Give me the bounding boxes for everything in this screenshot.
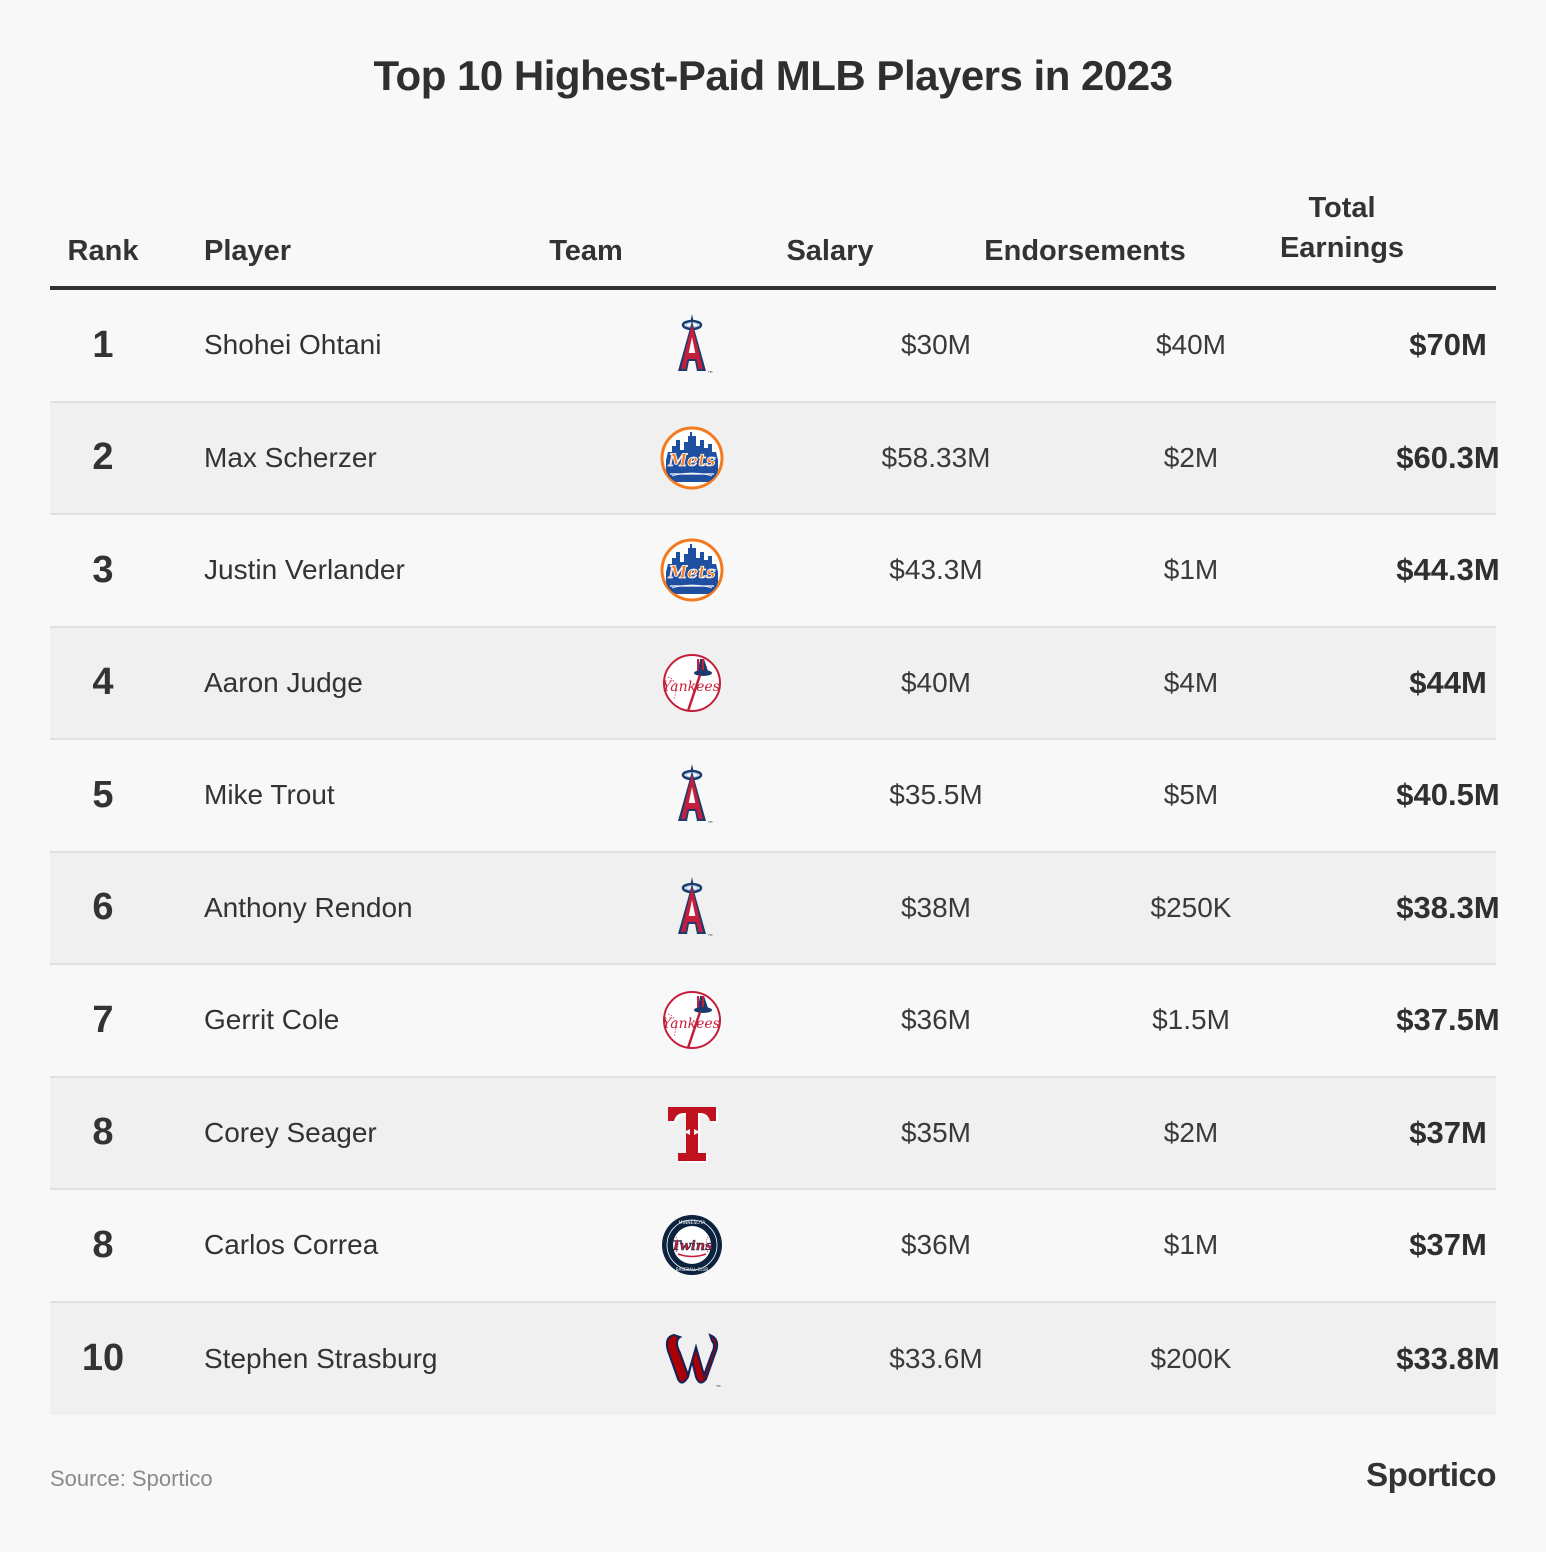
rangers-logo-icon xyxy=(660,1101,724,1165)
column-header-player: Player xyxy=(204,235,292,267)
team-cell xyxy=(586,763,798,827)
salary-cell: $43.3M xyxy=(889,554,983,586)
salary-cell: $38M xyxy=(900,891,972,923)
team-cell xyxy=(586,313,798,377)
rank-cell: 8 xyxy=(92,1223,114,1266)
team-cell xyxy=(586,1327,798,1391)
endorsements-cell: $4M xyxy=(1163,666,1219,698)
team-cell xyxy=(586,1213,798,1277)
table-row: 8 Corey Seager $35M $2M $37M xyxy=(50,1077,1496,1190)
endorsements-cell: $1M xyxy=(1163,554,1219,586)
total-earnings-cell: $44M xyxy=(1409,664,1487,700)
page-title: Top 10 Highest-Paid MLB Players in 2023 xyxy=(373,52,1173,99)
column-header-total-line1: Total xyxy=(1308,192,1376,224)
angels-logo-icon xyxy=(660,876,724,940)
salary-cell: $30M xyxy=(900,329,972,361)
total-earnings-cell: $37M xyxy=(1409,1114,1487,1150)
yankees-logo-icon xyxy=(660,988,724,1052)
player-cell: Corey Seager xyxy=(204,1116,377,1148)
team-cell xyxy=(586,1101,798,1165)
column-header-rank: Rank xyxy=(67,235,139,267)
rank-cell: 7 xyxy=(92,998,114,1041)
nationals-logo-icon xyxy=(660,1327,724,1391)
rank-cell: 4 xyxy=(92,661,114,704)
column-header-total-line2: Earnings xyxy=(1279,232,1405,264)
player-cell: Stephen Strasburg xyxy=(204,1342,438,1374)
salary-cell: $58.33M xyxy=(881,441,991,473)
total-earnings-cell: $70M xyxy=(1409,327,1487,363)
rank-cell: 5 xyxy=(92,773,114,816)
salary-cell: $36M xyxy=(900,1229,972,1261)
endorsements-cell: $1M xyxy=(1163,1229,1219,1261)
column-header-salary: Salary xyxy=(786,235,874,267)
team-cell xyxy=(586,538,798,602)
column-header-total-earnings: Total Earnings xyxy=(1232,188,1452,268)
total-earnings-cell: $37.5M xyxy=(1396,1002,1500,1038)
player-cell: Gerrit Cole xyxy=(204,1004,340,1036)
total-earnings-cell: $37M xyxy=(1409,1227,1487,1263)
player-cell: Max Scherzer xyxy=(204,441,377,473)
table-row: 3 Justin Verlander $43.3M $1M $44.3M xyxy=(50,515,1500,628)
yankees-logo-icon xyxy=(660,651,724,715)
endorsements-cell: $250K xyxy=(1150,891,1232,923)
salary-cell: $33.6M xyxy=(889,1342,983,1374)
team-cell xyxy=(586,651,798,715)
endorsements-cell: $5M xyxy=(1163,779,1219,811)
table-row: 10 Stephen Strasburg $33.6M $200K $33.8M xyxy=(50,1302,1500,1415)
player-cell: Shohei Ohtani xyxy=(204,329,382,361)
rank-cell: 1 xyxy=(92,323,114,366)
mets-logo-icon xyxy=(660,538,724,602)
total-earnings-cell: $60.3M xyxy=(1396,439,1500,475)
table-row: 2 Max Scherzer $58.33M $2M $60.3M xyxy=(50,402,1500,515)
rank-cell: 3 xyxy=(92,548,114,591)
team-cell xyxy=(586,876,798,940)
source-note: Source: Sportico xyxy=(50,1466,213,1491)
rank-cell: 2 xyxy=(92,436,114,479)
total-earnings-cell: $40.5M xyxy=(1396,777,1500,813)
table-row: 7 Gerrit Cole $36M $1.5M $37.5M xyxy=(50,965,1500,1078)
player-cell: Carlos Correa xyxy=(204,1229,379,1261)
team-cell xyxy=(586,426,798,490)
angels-logo-icon xyxy=(660,763,724,827)
twins-logo-icon xyxy=(660,1213,724,1277)
rank-cell: 8 xyxy=(92,1111,114,1154)
table-row: 8 Carlos Correa $36M $1M $37M xyxy=(50,1190,1496,1303)
player-cell: Mike Trout xyxy=(204,779,335,811)
total-earnings-cell: $38.3M xyxy=(1396,889,1500,925)
column-header-endorsements: Endorsements xyxy=(984,235,1186,267)
player-cell: Justin Verlander xyxy=(204,554,405,586)
total-earnings-cell: $33.8M xyxy=(1396,1340,1500,1376)
total-earnings-cell: $44.3M xyxy=(1396,552,1500,588)
table-row: 4 Aaron Judge $40M $4M $44M xyxy=(50,627,1496,740)
table-row: 5 Mike Trout $35.5M $5M $40.5M xyxy=(50,740,1500,853)
angels-logo-icon xyxy=(660,313,724,377)
salary-cell: $40M xyxy=(900,666,972,698)
sportico-logo: Sportico xyxy=(1366,1456,1496,1493)
table-header: Rank Player Team Salary Endorsements Tot… xyxy=(50,190,1496,290)
salary-cell: $35.5M xyxy=(889,779,983,811)
salary-cell: $35M xyxy=(900,1116,972,1148)
player-cell: Anthony Rendon xyxy=(204,891,413,923)
rank-cell: 6 xyxy=(92,886,114,929)
endorsements-cell: $2M xyxy=(1163,1116,1219,1148)
column-header-team: Team xyxy=(549,235,623,267)
mets-logo-icon xyxy=(660,426,724,490)
salary-cell: $36M xyxy=(900,1004,972,1036)
endorsements-cell: $200K xyxy=(1150,1342,1232,1374)
team-cell xyxy=(586,988,798,1052)
table-body: 1 Shohei Ohtani $30M $40M $70M 2 Max Sch… xyxy=(50,290,1500,1415)
endorsements-cell: $2M xyxy=(1163,441,1219,473)
endorsements-cell: $1.5M xyxy=(1152,1004,1230,1036)
earnings-table: Rank Player Team Salary Endorsements Tot… xyxy=(50,190,1500,1415)
rank-cell: 10 xyxy=(81,1337,125,1380)
table-row: 6 Anthony Rendon $38M $250K $38.3M xyxy=(50,852,1500,965)
table-row: 1 Shohei Ohtani $30M $40M $70M xyxy=(50,290,1496,403)
endorsements-cell: $40M xyxy=(1155,329,1227,361)
player-cell: Aaron Judge xyxy=(204,666,363,698)
